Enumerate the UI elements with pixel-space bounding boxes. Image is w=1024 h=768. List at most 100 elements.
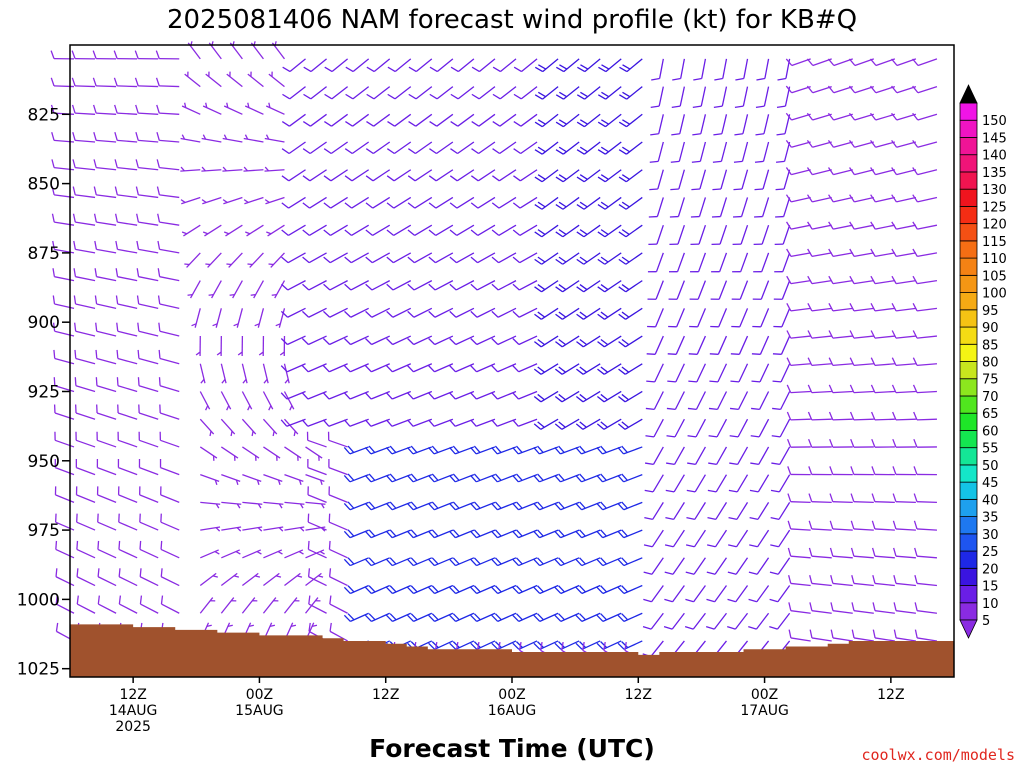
wind-barb (554, 584, 580, 595)
wind-barb (555, 307, 580, 320)
wind-barb (96, 459, 117, 476)
x-tick-label: 12Z (877, 687, 904, 703)
wind-barb (870, 330, 895, 339)
wind-barb (786, 330, 811, 339)
wind-barb (692, 114, 707, 136)
wind-barb (135, 186, 159, 199)
wind-barb (491, 557, 517, 567)
wind-barb (158, 377, 180, 393)
wind-barb (247, 71, 264, 88)
wind-barb (830, 575, 853, 587)
wind-barb (328, 513, 348, 531)
wind-barb (306, 431, 327, 448)
wind-barb (241, 572, 261, 587)
wind-barb (386, 169, 412, 182)
wind-barb (429, 58, 454, 73)
wind-barb (114, 213, 138, 226)
surface-terrain (70, 624, 954, 677)
wind-barb (554, 418, 580, 430)
wind-barb (555, 86, 580, 100)
wind-barb (364, 612, 390, 622)
wind-barb (850, 547, 874, 559)
wind-barb (732, 197, 749, 218)
wind-barb (220, 597, 237, 614)
wind-barb (220, 391, 232, 411)
colorbar-label: 105 (982, 269, 1007, 284)
wind-barb (555, 252, 580, 265)
wind-barb (220, 363, 227, 384)
wind-barb (648, 197, 664, 218)
wind-barb (491, 252, 517, 264)
wind-barb (280, 335, 306, 346)
y-tick-label: 1000 (17, 590, 60, 610)
wind-barb (492, 113, 517, 127)
wind-barb (735, 58, 749, 81)
wind-barb (534, 280, 559, 293)
wind-barb (575, 612, 601, 622)
wind-barb (647, 308, 664, 328)
wind-barb (95, 349, 117, 365)
wind-barb (828, 384, 853, 394)
wind-barb (245, 224, 264, 237)
colorbar-under-arrow (959, 619, 978, 639)
wind-barb (770, 529, 791, 548)
wind-barb (139, 568, 159, 587)
wind-barb (618, 252, 643, 265)
wind-barb (555, 113, 580, 128)
wind-barb (787, 575, 811, 587)
wind-barb (139, 513, 159, 531)
wind-barb (830, 602, 853, 614)
wind-barb (302, 113, 327, 127)
wind-barb (407, 252, 433, 264)
wind-barb (756, 58, 770, 81)
chart-title: 2025081406 NAM forecast wind profile (kt… (167, 5, 857, 35)
wind-barb (428, 307, 454, 318)
wind-barb (576, 252, 601, 265)
wind-barb (450, 141, 475, 155)
wind-barb (366, 58, 391, 73)
wind-barb (323, 141, 348, 155)
wind-barb (160, 486, 180, 503)
colorbar-swatch (959, 309, 978, 328)
wind-barb (159, 431, 180, 448)
wind-barb (643, 585, 664, 603)
wind-barb (345, 113, 370, 127)
y-tick-label: 1025 (17, 660, 60, 680)
wind-barb (136, 240, 159, 254)
wind-barb (686, 474, 706, 493)
wind-barb (707, 474, 728, 493)
wind-barb (645, 418, 664, 438)
wind-barb (827, 112, 853, 121)
wind-barb (136, 213, 159, 226)
wind-barb (753, 252, 770, 273)
wind-barb (283, 363, 290, 384)
wind-barb (787, 493, 811, 504)
wind-barb (893, 575, 916, 587)
wind-barb (710, 308, 728, 328)
wind-barb (94, 295, 117, 309)
wind-barb (366, 86, 391, 100)
wind-barb (912, 275, 938, 285)
wind-barb (693, 58, 707, 81)
colorbar-label: 55 (982, 442, 999, 457)
wind-barb (116, 349, 138, 365)
wind-barb (533, 640, 559, 650)
wind-barb (575, 557, 601, 567)
x-tick-label: 00Z (246, 687, 273, 703)
wind-barb (554, 390, 580, 403)
wind-barb (428, 224, 454, 236)
wind-barb (307, 486, 327, 503)
wind-barb (596, 557, 622, 567)
wind-barb (201, 196, 222, 205)
wind-barb (642, 612, 664, 630)
wind-barb (449, 584, 475, 595)
wind-barb (275, 308, 286, 328)
wind-barb (449, 307, 475, 318)
wind-barb (53, 349, 75, 365)
wind-barb (223, 224, 243, 237)
wind-barb (222, 196, 243, 205)
wind-barb (749, 474, 770, 493)
wind-barb (617, 445, 643, 455)
wind-barb (470, 280, 496, 291)
wind-barb (323, 169, 348, 182)
